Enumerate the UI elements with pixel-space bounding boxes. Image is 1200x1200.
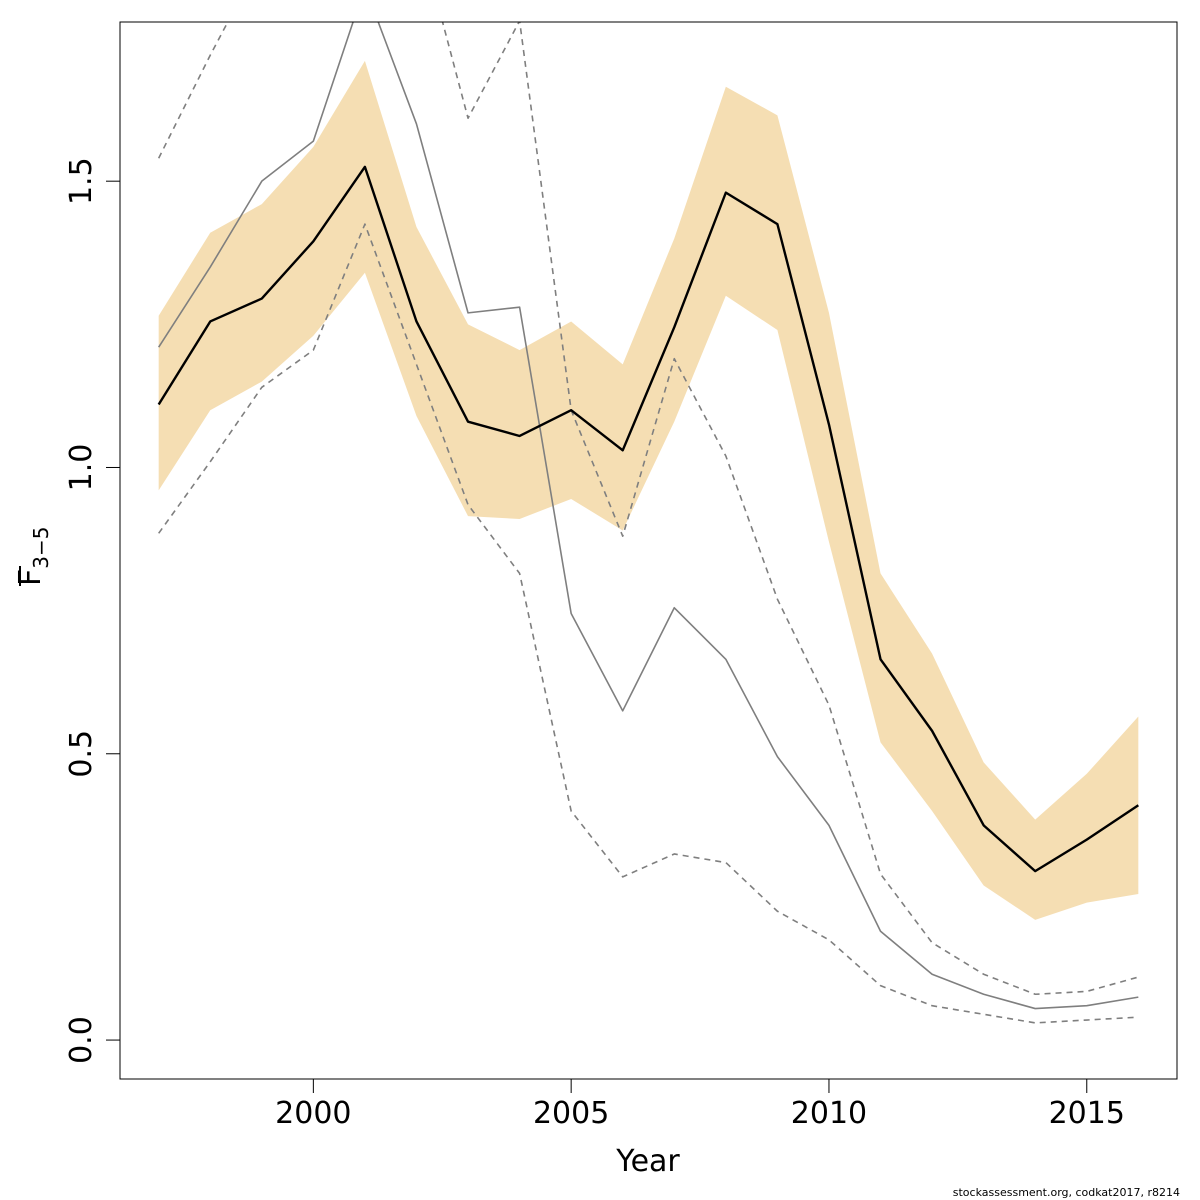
x-tick-label: 2015 [1049,1096,1125,1131]
x-axis-title: Year [615,1144,680,1179]
y-axis-title: F3−5 [13,527,53,586]
x-tick-label: 2000 [275,1096,351,1131]
y-tick-label: 1.0 [64,444,99,492]
y-axis-title-subscript: 3−5 [29,527,53,569]
y-tick-label: 0.5 [64,730,99,778]
estimate-line [157,165,1139,873]
comparison-lower-line [158,223,1139,1024]
y-axis: 0.0 0.5 1.0 1.5 [64,157,121,1064]
x-tick-label: 2005 [533,1096,609,1131]
x-tick-label: 2010 [791,1096,867,1131]
confidence-band [158,60,1139,920]
plot-frame [119,21,1178,1080]
svg-text:F3−5: F3−5 [13,527,53,586]
y-axis-title-main: F [13,569,48,586]
x-axis: 2000 2005 2010 2015 [275,1078,1125,1131]
comparison-upper-line [157,22,1139,996]
credit-text: stockassessment.org, codkat2017, r8214 [953,1186,1180,1199]
y-tick-label: 1.5 [64,157,99,205]
comparison-line [157,22,1139,1010]
y-tick-label: 0.0 [64,1016,99,1064]
plot-area [157,22,1139,1024]
